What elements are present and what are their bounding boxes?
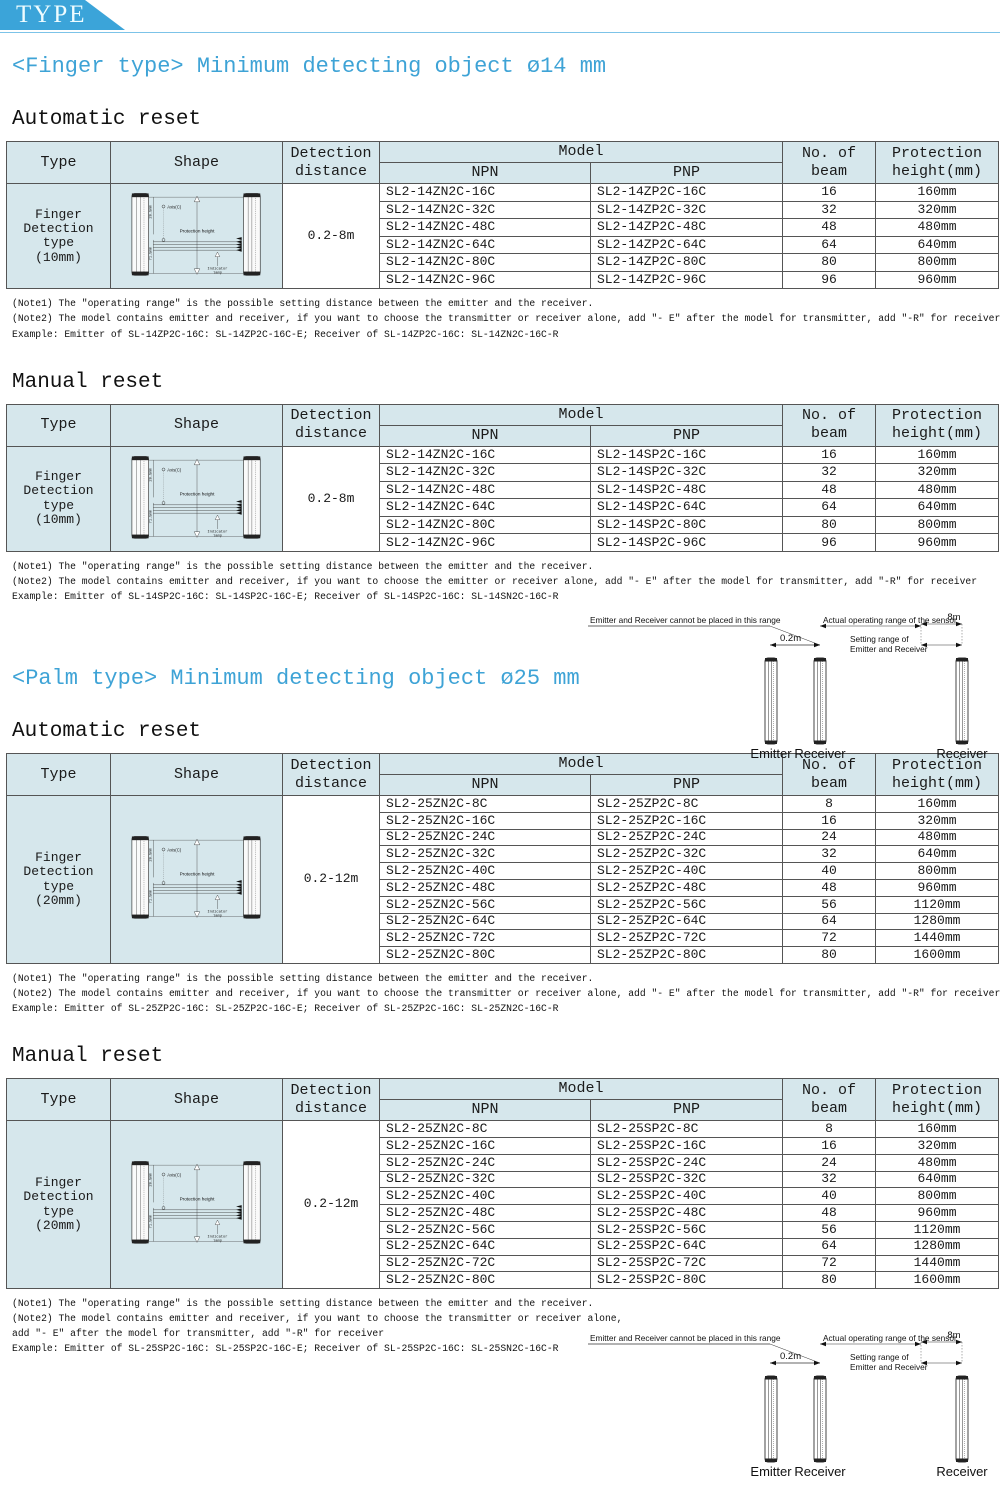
svg-text:71.5mm: 71.5mm [149, 890, 153, 904]
svg-text:Receiver: Receiver [794, 746, 846, 761]
svg-text:28.5mm: 28.5mm [149, 467, 153, 481]
svg-text:Emitter and Receiver: Emitter and Receiver [850, 1362, 928, 1372]
svg-text:Actual operating range of the: Actual operating range of the sensor [823, 1333, 957, 1343]
svg-text:71.5mm: 71.5mm [149, 246, 153, 260]
svg-text:28.5mm: 28.5mm [149, 204, 153, 218]
svg-text:Emitter and Receiver: Emitter and Receiver [850, 644, 928, 654]
svg-text:Emitter: Emitter [750, 1464, 792, 1479]
svg-text:0.2m: 0.2m [780, 633, 801, 644]
svg-text:Receiver: Receiver [794, 1464, 846, 1479]
svg-text:lamp: lamp [212, 270, 221, 275]
svg-text:Protection height: Protection height [179, 491, 215, 496]
svg-text:28.5mm: 28.5mm [149, 1173, 153, 1187]
svg-text:lamp: lamp [212, 1239, 221, 1244]
svg-text:lamp: lamp [212, 914, 221, 919]
svg-text:Axis(C): Axis(C) [167, 848, 182, 853]
svg-text:Axis(C): Axis(C) [167, 204, 182, 209]
svg-text:Protection height: Protection height [179, 872, 215, 877]
svg-text:71.5mm: 71.5mm [149, 1215, 153, 1229]
svg-text:lamp: lamp [212, 533, 221, 538]
svg-text:Setting range of: Setting range of [850, 1352, 909, 1362]
svg-text:Emitter and Receiver cannot be: Emitter and Receiver cannot be placed in… [590, 615, 781, 625]
svg-text:Receiver: Receiver [936, 746, 988, 761]
svg-text:Protection height: Protection height [179, 1197, 215, 1202]
svg-text:28.5mm: 28.5mm [149, 848, 153, 862]
svg-text:71.5mm: 71.5mm [149, 509, 153, 523]
svg-text:8m: 8m [947, 612, 960, 623]
svg-text:Axis(C): Axis(C) [167, 467, 182, 472]
svg-text:Actual operating range of the: Actual operating range of the sensor [823, 615, 957, 625]
svg-text:Axis(C): Axis(C) [167, 1173, 182, 1178]
svg-text:8m: 8m [947, 1330, 960, 1341]
svg-text:Receiver: Receiver [936, 1464, 988, 1479]
svg-text:Emitter and Receiver cannot be: Emitter and Receiver cannot be placed in… [590, 1333, 781, 1343]
svg-text:Setting range of: Setting range of [850, 634, 909, 644]
svg-text:0.2m: 0.2m [780, 1351, 801, 1362]
svg-text:Emitter: Emitter [750, 746, 792, 761]
svg-text:Protection height: Protection height [179, 229, 215, 234]
